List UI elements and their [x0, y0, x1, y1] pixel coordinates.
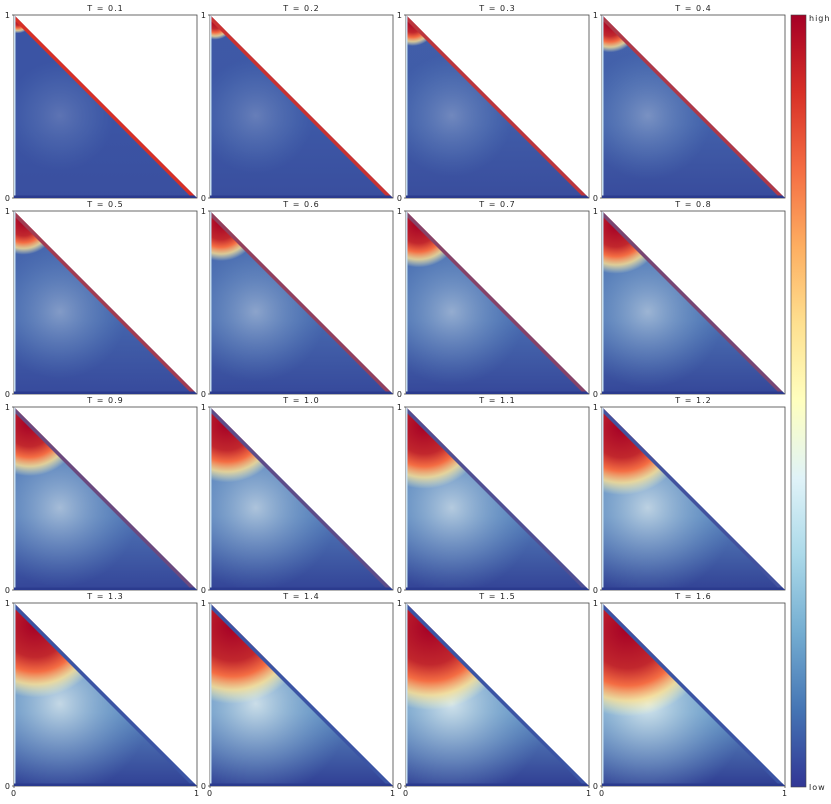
y-tick-label: 0 — [397, 586, 403, 595]
y-tick-label: 1 — [397, 11, 403, 20]
y-tick-label: 0 — [201, 782, 207, 791]
panel-title: T = 0.5 — [86, 200, 123, 209]
heatmap-edge — [406, 407, 589, 590]
heatmap — [210, 211, 393, 394]
colorbar-low-label: low — [809, 783, 826, 792]
y-tick-label: 1 — [397, 599, 403, 608]
panel-title: T = 0.3 — [478, 4, 515, 13]
x-tick-label: 1 — [194, 789, 200, 798]
panel-title: T = 0.6 — [282, 200, 319, 209]
heatmap-edge — [406, 603, 589, 786]
y-tick-label: 0 — [397, 194, 403, 203]
colorbar-high-label: high — [809, 14, 830, 23]
heatmap — [406, 407, 589, 590]
panel-title: T = 1.3 — [86, 592, 123, 601]
heatmap-edge — [14, 211, 197, 394]
y-tick-label: 0 — [201, 194, 207, 203]
x-tick-label: 0 — [207, 789, 213, 798]
heatmap-edge — [602, 15, 785, 198]
heatmap — [14, 15, 197, 198]
x-tick-label: 0 — [599, 789, 605, 798]
y-tick-label: 0 — [201, 586, 207, 595]
y-tick-label: 0 — [593, 782, 599, 791]
heatmap-edge — [14, 603, 197, 786]
heatmap-edge — [406, 211, 589, 394]
panel-title: T = 1.1 — [478, 396, 515, 405]
panel-title: T = 0.7 — [478, 200, 515, 209]
y-tick-label: 0 — [5, 390, 11, 399]
heatmap-edge — [602, 211, 785, 394]
y-tick-label: 1 — [5, 403, 11, 412]
y-tick-label: 1 — [201, 11, 207, 20]
y-tick-label: 1 — [397, 207, 403, 216]
x-tick-label: 0 — [11, 789, 17, 798]
heatmap-edge — [406, 15, 589, 198]
colorbar — [790, 14, 807, 788]
panel-title: T = 0.2 — [282, 4, 319, 13]
heatmap-edge — [210, 211, 393, 394]
y-tick-label: 1 — [5, 11, 11, 20]
x-tick-label: 0 — [403, 789, 409, 798]
y-tick-label: 1 — [397, 403, 403, 412]
y-tick-label: 0 — [593, 586, 599, 595]
heatmap-edge — [210, 15, 393, 198]
heatmap-edge — [602, 603, 785, 786]
y-tick-label: 1 — [201, 403, 207, 412]
y-tick-label: 1 — [201, 599, 207, 608]
y-tick-label: 0 — [5, 782, 11, 791]
heatmap-edge — [14, 407, 197, 590]
y-tick-label: 0 — [593, 194, 599, 203]
y-tick-label: 1 — [5, 207, 11, 216]
y-tick-label: 0 — [201, 390, 207, 399]
heatmap-edge — [210, 407, 393, 590]
y-tick-label: 0 — [397, 390, 403, 399]
panel-title: T = 1.2 — [674, 396, 711, 405]
heatmap-edge — [14, 15, 197, 198]
x-tick-label: 1 — [390, 789, 396, 798]
panel-title: T = 1.0 — [282, 396, 319, 405]
panel-title: T = 1.6 — [674, 592, 711, 601]
y-tick-label: 1 — [593, 599, 599, 608]
y-tick-label: 0 — [5, 194, 11, 203]
panel-title: T = 0.1 — [86, 4, 123, 13]
x-tick-label: 1 — [782, 789, 788, 798]
y-tick-label: 0 — [593, 390, 599, 399]
panel-title: T = 0.4 — [674, 4, 711, 13]
heatmap-edge — [602, 407, 785, 590]
x-tick-label: 1 — [586, 789, 592, 798]
panel-title: T = 0.9 — [86, 396, 123, 405]
heatmap — [210, 407, 393, 590]
y-tick-label: 0 — [5, 586, 11, 595]
heatmap-edge — [210, 603, 393, 786]
y-tick-label: 1 — [201, 207, 207, 216]
y-tick-label: 1 — [593, 207, 599, 216]
y-tick-label: 0 — [397, 782, 403, 791]
panel-title: T = 1.4 — [282, 592, 319, 601]
y-tick-label: 1 — [593, 11, 599, 20]
panel-title: T = 1.5 — [478, 592, 515, 601]
y-tick-label: 1 — [5, 599, 11, 608]
y-tick-label: 1 — [593, 403, 599, 412]
panel-title: T = 0.8 — [674, 200, 711, 209]
